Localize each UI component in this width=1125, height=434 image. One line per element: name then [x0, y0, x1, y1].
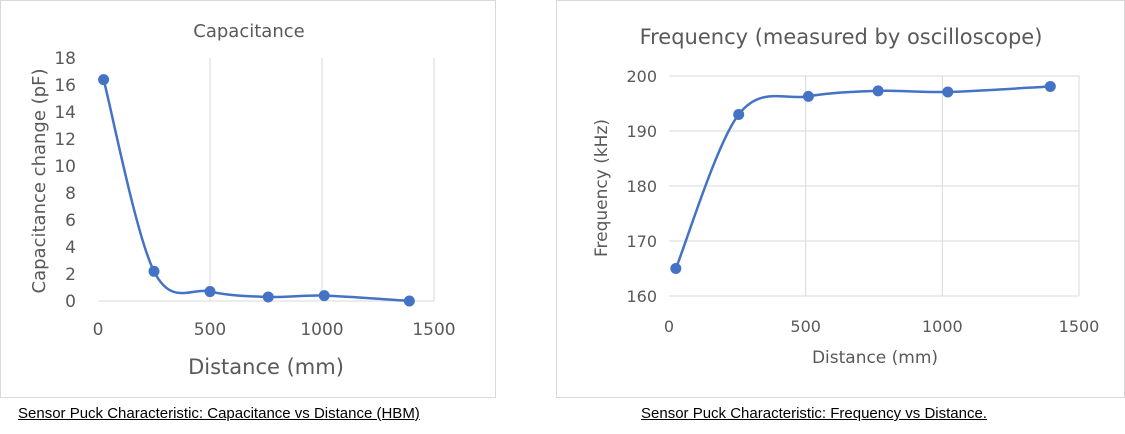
x-tick-label: 0 [93, 320, 104, 340]
y-tick-label: 8 [65, 184, 76, 204]
y-tick-label: 16 [54, 76, 76, 96]
data-point [670, 263, 682, 274]
x-tick-label: 0 [664, 317, 674, 336]
y-axis-title: Frequency (kHz) [592, 119, 612, 257]
caption-frequency: Sensor Puck Characteristic: Frequency vs… [641, 405, 987, 422]
y-axis-title: Capacitance change (pF) [29, 69, 50, 294]
data-point [802, 90, 814, 102]
data-point [1044, 80, 1056, 92]
y-tick-label: 170 [626, 232, 657, 251]
data-point [942, 86, 954, 98]
y-tick-label: 160 [626, 287, 657, 306]
capacitance-chart: Capacitance 0 500 1000 1500 0 2 4 6 8 10 12 14 16 18 Di… [29, 21, 456, 379]
y-tick-label: 200 [626, 67, 657, 86]
y-tick-label: 180 [626, 177, 657, 196]
series-line [102, 79, 410, 303]
chart-title: Capacitance [193, 21, 304, 42]
x-tick-label: 1500 [412, 320, 455, 340]
y-tick-label: 4 [65, 238, 76, 258]
y-tick-label: 10 [54, 157, 76, 177]
frequency-chart: Frequency (measured by oscilloscope) 0 500… [592, 25, 1100, 368]
data-point [98, 74, 110, 86]
x-tick-label: 1000 [922, 317, 963, 336]
data-point [318, 290, 330, 302]
data-point [148, 265, 160, 277]
data-point [262, 291, 274, 303]
data-point [403, 295, 415, 307]
caption-capacitance: Sensor Puck Characteristic: Capacitance … [18, 405, 420, 422]
data-point [204, 286, 216, 298]
frequency-chart-panel: Frequency (measured by oscilloscope) 0 500… [556, 0, 1125, 398]
x-axis-title: Distance (mm) [812, 348, 938, 368]
x-tick-label: 500 [194, 320, 226, 340]
data-point [733, 109, 745, 120]
x-tick-label: 1000 [300, 320, 343, 340]
chart-title: Frequency (measured by oscilloscope) [640, 25, 1043, 49]
y-tick-label: 12 [54, 130, 76, 150]
y-tick-label: 2 [65, 265, 76, 285]
data-point [872, 85, 884, 97]
y-tick-label: 18 [54, 49, 76, 69]
y-tick-label: 190 [626, 122, 657, 141]
series-line [674, 85, 1051, 269]
y-tick-label: 0 [65, 292, 76, 312]
y-tick-label: 6 [65, 211, 76, 231]
x-tick-label: 500 [790, 317, 821, 336]
x-axis-title: Distance (mm) [188, 355, 344, 379]
x-tick-label: 1500 [1059, 317, 1100, 336]
capacitance-chart-panel: Capacitance 0 500 1000 1500 0 2 4 6 8 10 12 14 16 18 Di… [0, 0, 496, 398]
y-tick-label: 14 [54, 103, 76, 123]
